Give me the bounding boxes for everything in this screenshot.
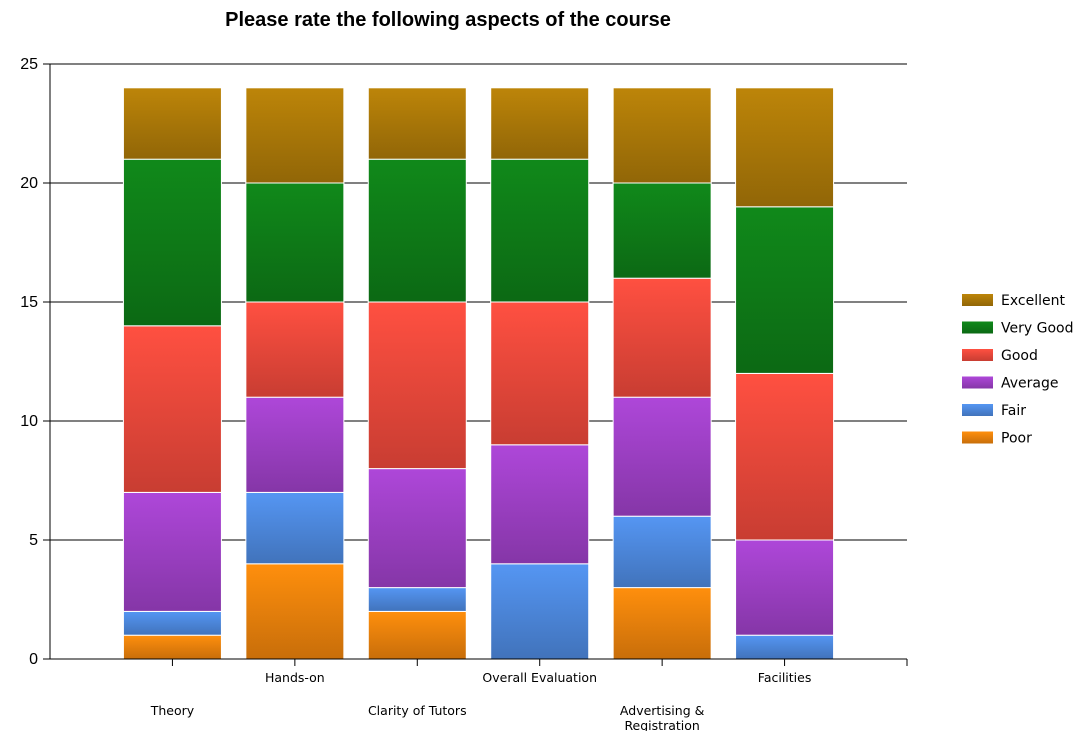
legend-swatch-very-good [962, 321, 993, 334]
y-tick-label: 25 [20, 56, 38, 73]
bar-segment-fair [612, 515, 712, 589]
legend: Excellent Very Good Good Average Fair Poor [962, 293, 1073, 447]
x-category-label: Clarity of Tutors [368, 703, 467, 718]
axes-layer: 0 5 10 15 20 25 Theory Hands-on Clarity of Tutor… [20, 56, 908, 731]
bar-segment-excellent [490, 87, 590, 160]
bar-segment-average [612, 396, 712, 517]
legend-label: Excellent [1001, 293, 1065, 309]
bar-segment-very-good [367, 158, 467, 303]
bar-segment-poor [245, 563, 345, 660]
y-tick-label: 0 [29, 651, 38, 668]
legend-label: Poor [1001, 431, 1032, 447]
legend-label: Fair [1001, 403, 1026, 419]
bar-segment-very-good [245, 182, 345, 303]
bar-segment-fair [245, 491, 345, 565]
bar-segment-fair [122, 610, 222, 636]
x-category-label: Facilities [758, 670, 812, 685]
bar-segment-excellent [735, 87, 835, 208]
bar-segment-average [367, 468, 467, 589]
chart-title: Please rate the following aspects of the… [225, 9, 671, 31]
x-category-label: Theory [150, 703, 195, 718]
bar-segment-average [735, 539, 835, 636]
bar-segment-poor [367, 610, 467, 660]
legend-swatch-fair [962, 404, 993, 416]
bar-segment-fair [490, 563, 590, 660]
bar-segment-fair [367, 587, 467, 612]
x-category-label: Overall Evaluation [482, 670, 597, 685]
bar-segment-average [490, 444, 590, 565]
bar-segment-excellent [245, 87, 345, 184]
bar-segment-excellent [612, 87, 712, 184]
legend-swatch-poor [962, 431, 993, 444]
legend-swatch-excellent [962, 294, 993, 306]
bar-segment-good [490, 301, 590, 446]
bar-segment-very-good [612, 182, 712, 279]
bar-segment-very-good [735, 206, 835, 374]
y-tick-label: 10 [20, 413, 38, 430]
bar-segment-good [245, 301, 345, 398]
bar-segment-excellent [367, 87, 467, 160]
y-tick-label: 5 [29, 532, 38, 549]
bar-segment-fair [735, 634, 835, 660]
y-tick-label: 15 [20, 294, 38, 311]
legend-swatch-average [962, 376, 993, 389]
bar-segment-good [122, 325, 222, 493]
bar-segment-good [735, 372, 835, 541]
bar-segment-good [612, 277, 712, 398]
bar-segment-average [245, 396, 345, 493]
bar-segment-average [122, 491, 222, 612]
bar-segment-poor [122, 634, 222, 660]
bar-segment-good [367, 301, 467, 470]
y-tick-label: 20 [20, 175, 38, 192]
legend-label: Good [1001, 348, 1038, 364]
bars-layer [122, 87, 835, 660]
legend-label: Average [1001, 376, 1059, 392]
x-category-label: Advertising & Registration [620, 703, 705, 731]
bar-segment-very-good [490, 158, 590, 303]
bar-segment-poor [612, 587, 712, 660]
bar-segment-excellent [122, 87, 222, 160]
x-category-label: Hands-on [265, 670, 325, 685]
legend-label: Very Good [1001, 321, 1073, 337]
bar-segment-very-good [122, 158, 222, 327]
legend-swatch-good [962, 349, 993, 361]
